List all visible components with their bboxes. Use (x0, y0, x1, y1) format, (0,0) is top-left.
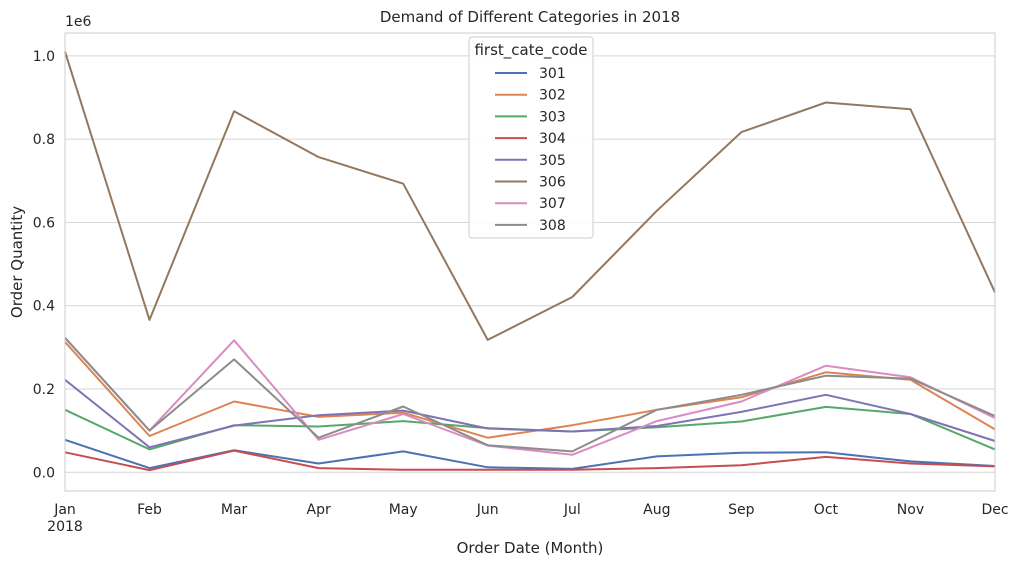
series-line-302 (64, 341, 996, 439)
x-tick-label: Dec (981, 502, 1008, 518)
x-tick-label: May (389, 502, 418, 518)
x-year-label: 2018 (47, 519, 83, 535)
x-tick-label: Sep (728, 502, 755, 518)
plot-border (64, 32, 996, 492)
series-line-305 (64, 379, 996, 449)
legend-label-301: 301 (539, 66, 566, 82)
x-tick-label: Aug (643, 502, 670, 518)
x-axis-label: Order Date (Month) (457, 539, 604, 557)
plot-frame (64, 32, 996, 492)
legend-box (468, 36, 594, 239)
legend-label-305: 305 (539, 153, 566, 169)
y-axis-label: Order Quantity (8, 206, 26, 318)
y-tick-label: 0.6 (33, 215, 55, 231)
legend-label-302: 302 (539, 88, 566, 104)
y-tick-label: 0.2 (33, 382, 55, 398)
legend-label-304: 304 (539, 131, 566, 147)
x-tick-label: Jan (53, 502, 76, 518)
y-scale-label: 1e6 (65, 14, 92, 30)
x-tick-label: Nov (897, 502, 924, 518)
x-tick-label: Apr (307, 502, 331, 518)
y-axis-ticks: 0.0 0.2 0.4 0.6 0.8 1.0 (33, 49, 55, 481)
x-tick-label: Feb (137, 502, 162, 518)
legend: first_cate_code 301 302 303 304 305 306 307 308 (468, 36, 594, 239)
series-lines (64, 51, 996, 472)
y-tick-label: 1.0 (33, 49, 55, 65)
x-tick-label: Oct (814, 502, 839, 518)
series-line-306 (64, 51, 996, 341)
series-line-304 (64, 449, 996, 472)
series-line-307 (64, 337, 996, 456)
series-line-308 (64, 337, 996, 453)
x-tick-label: Mar (221, 502, 248, 518)
legend-label-307: 307 (539, 196, 566, 212)
chart-title: Demand of Different Categories in 2018 (380, 8, 680, 26)
legend-label-303: 303 (539, 109, 566, 125)
x-tick-label: Jun (476, 502, 499, 518)
y-tick-label: 0.4 (33, 299, 55, 315)
legend-title: first_cate_code (474, 41, 587, 60)
y-tick-label: 0.0 (33, 465, 55, 481)
x-tick-label: Jul (563, 502, 581, 518)
x-axis-ticks: Jan Feb Mar Apr May Jun Jul Aug Sep Oct Nov Dec 2018 (47, 502, 1008, 535)
legend-items: 301 302 303 304 305 306 307 308 (495, 66, 566, 234)
y-tick-label: 0.8 (33, 132, 55, 148)
legend-label-306: 306 (539, 175, 566, 191)
legend-label-308: 308 (539, 218, 566, 234)
